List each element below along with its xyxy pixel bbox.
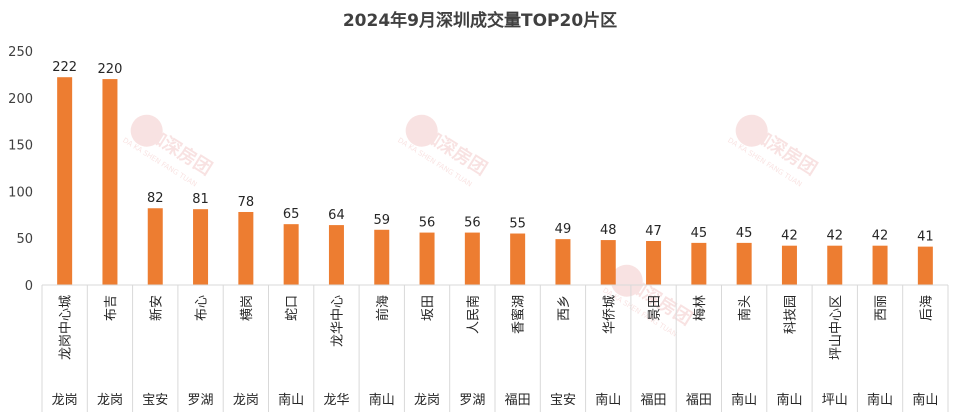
category-label: 后海 [919,295,934,321]
district-label: 南山 [595,392,621,408]
data-label: 59 [373,213,390,228]
data-label: 65 [283,207,300,222]
category-label: 西丽 [874,295,889,321]
bar [238,211,254,285]
bar [147,208,163,285]
category-label: 新安 [148,295,164,321]
y-tick-label: 200 [8,92,33,107]
category-label: 前海 [375,295,391,321]
bar [827,245,843,285]
watermark-circle-icon [610,264,643,297]
data-label: 56 [464,216,481,231]
y-tick-label: 0 [25,279,33,294]
data-label: 55 [509,217,526,232]
category-label: 蛇口 [285,295,300,321]
district-label: 罗湖 [188,393,214,408]
bar-series [57,77,933,285]
district-label: 福田 [686,393,712,408]
district-label: 龙岗 [414,393,440,408]
category-label: 横岗 [240,295,255,321]
y-tick-label: 150 [8,139,33,154]
district-label: 南山 [278,392,304,408]
bar [102,79,118,285]
district-label: 宝安 [550,393,576,408]
y-tick-label: 250 [8,45,33,60]
data-label: 47 [645,224,662,239]
y-axis: 0 50 100 150 200 250 [8,45,33,294]
data-label: 81 [192,192,209,207]
bar [464,232,480,285]
category-label: 华侨城 [602,295,617,334]
category-label: 香蜜湖 [512,295,527,334]
bar [736,242,752,285]
district-label: 宝安 [142,393,168,408]
data-label: 220 [98,62,123,77]
watermark-circle-icon [130,114,163,147]
district-label: 南山 [867,392,893,408]
data-label: 48 [600,223,617,238]
bar [917,246,933,285]
category-label: 西乡 [557,295,572,321]
bar [555,239,571,285]
category-label: 龙华中心 [330,295,345,347]
data-label: 42 [826,229,843,244]
bar [57,77,73,285]
district-label: 龙华 [323,393,349,408]
data-label: 64 [328,208,345,223]
data-label: 41 [917,230,934,245]
district-label: 坪山 [822,393,848,408]
watermark-circle-icon [735,114,768,147]
category-label: 景田 [648,295,663,321]
data-label: 82 [147,191,164,206]
district-label: 南山 [912,392,938,408]
category-label: 梅林 [693,295,708,321]
data-label: 45 [691,226,708,241]
watermark-circle-icon [405,114,438,147]
bar [283,224,299,285]
bar [781,245,797,285]
district-label: 南山 [369,392,395,408]
chart-title: 2024年9月深圳成交量TOP20片区 [343,10,617,31]
data-label: 45 [736,226,753,241]
data-label: 78 [238,195,255,210]
bar [193,209,209,285]
district-label: 福田 [505,393,531,408]
data-label: 56 [419,216,436,231]
category-label: 龙岗中心城 [59,295,74,360]
category-label: 南头 [737,295,753,321]
bar [600,240,616,285]
district-label: 南山 [776,392,802,408]
category-label: 科技园 [783,295,798,334]
category-label: 布心 [195,295,210,321]
bar [510,233,526,285]
data-label: 42 [872,229,889,244]
bar [374,229,390,285]
category-label: 布吉 [104,295,119,321]
bar [646,241,662,285]
district-label: 龙岗 [97,393,123,408]
category-label: 人民南 [465,295,481,334]
category-label: 坂田 [421,295,436,321]
bar [328,225,344,285]
bar [419,232,435,285]
data-label: 42 [781,229,798,244]
x-axis: 龙岗中心城 布吉 新安 布心 横岗 蛇口 龙华中心 前海 坂田 人民南 香蜜湖 西乡 华侨城 景田 梅林 南头… [41,284,949,412]
data-labels: 222 220 82 81 78 65 64 59 56 56 55 49 48 47 45 45 42 42 42… [52,60,933,244]
district-label: 福田 [641,393,667,408]
district-label: 罗湖 [459,393,485,408]
y-tick-label: 50 [16,232,33,247]
district-label: 龙岗 [52,393,78,408]
y-tick-label: 100 [8,185,33,200]
data-label: 222 [52,60,77,75]
category-label: 坪山中心区 [829,295,844,360]
district-label: 龙岗 [233,393,259,408]
bar [691,242,707,285]
district-label: 南山 [731,392,757,408]
bar [872,245,888,285]
data-label: 49 [555,222,572,237]
